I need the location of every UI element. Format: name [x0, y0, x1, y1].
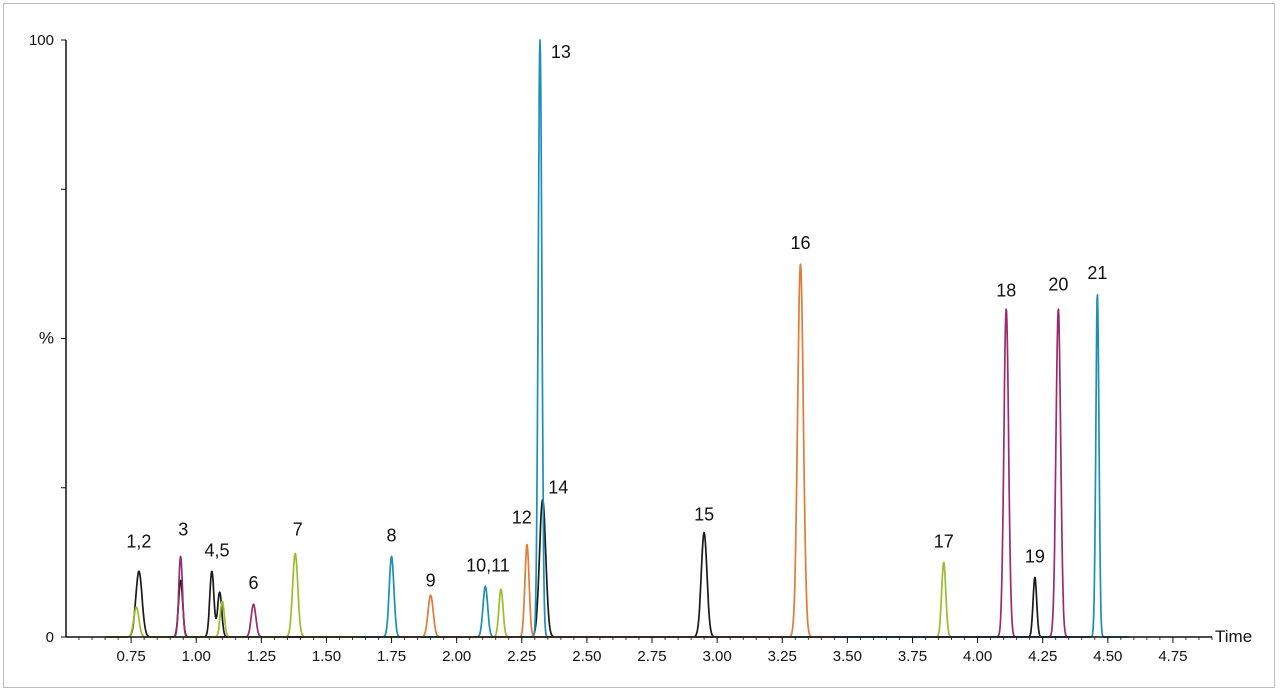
x-tick-label: 4.00: [963, 648, 992, 665]
peak-label: 19: [1025, 546, 1045, 566]
y-tick-label: 0: [46, 629, 54, 646]
peak-label: 20: [1048, 275, 1068, 295]
peak-label: 15: [694, 505, 714, 525]
y-tick-label: 100: [29, 32, 54, 49]
trace-orange: [398, 263, 832, 638]
trace-blue: [359, 39, 1129, 638]
x-tick-label: 0.75: [117, 648, 146, 665]
peak-label: 16: [790, 233, 810, 253]
peak-label: 12: [512, 508, 532, 528]
peak-label: 9: [426, 570, 436, 590]
x-tick-label: 3.25: [768, 648, 797, 665]
peak-label: 13: [551, 42, 571, 62]
x-tick-label: 3.00: [703, 648, 732, 665]
y-axis-title: %: [39, 329, 54, 348]
peak-label: 3: [178, 520, 188, 540]
x-tick-label: 1.00: [182, 648, 211, 665]
x-tick-label: 2.00: [442, 648, 471, 665]
x-tick-label: 1.25: [247, 648, 276, 665]
peak-label: 1,2: [126, 531, 151, 551]
peak-labels: 1,2 3 4,5 6 7 8 9 10,11 12 13 14 15 16 17 18 19 20 21: [126, 42, 1107, 593]
x-tick-label: 2.25: [507, 648, 536, 665]
peak-label: 21: [1087, 263, 1107, 283]
peak-label: 17: [934, 531, 954, 551]
x-tick-label: 1.50: [312, 648, 341, 665]
y-ticks: 0% 100: [29, 32, 66, 646]
trace-magenta: [148, 308, 1090, 638]
peak-label: 18: [996, 281, 1016, 301]
x-tick-label: 1.75: [377, 648, 406, 665]
x-axis-title: Time: [1215, 627, 1252, 646]
x-tick-label: 3.50: [833, 648, 862, 665]
x-ticks: 0.75 1.00 1.25 1.50 1.75 2.00 2.25 2.50 2.75 3.00…: [78, 637, 1213, 665]
x-tick-label: 3.75: [898, 648, 927, 665]
x-tick-label: 2.75: [637, 648, 666, 665]
peak-label: 8: [387, 525, 397, 545]
chromatogram-traces: [104, 39, 1129, 638]
peak-label: 10,11: [466, 555, 510, 575]
peak-label: 4,5: [205, 540, 230, 560]
peak-label: 7: [293, 520, 303, 540]
peak-label: 6: [249, 573, 259, 593]
x-tick-label: 4.75: [1158, 648, 1187, 665]
x-tick-label: 4.50: [1093, 648, 1122, 665]
peak-label: 14: [548, 478, 568, 498]
x-tick-label: 4.25: [1028, 648, 1057, 665]
x-tick-label: 2.50: [572, 648, 601, 665]
